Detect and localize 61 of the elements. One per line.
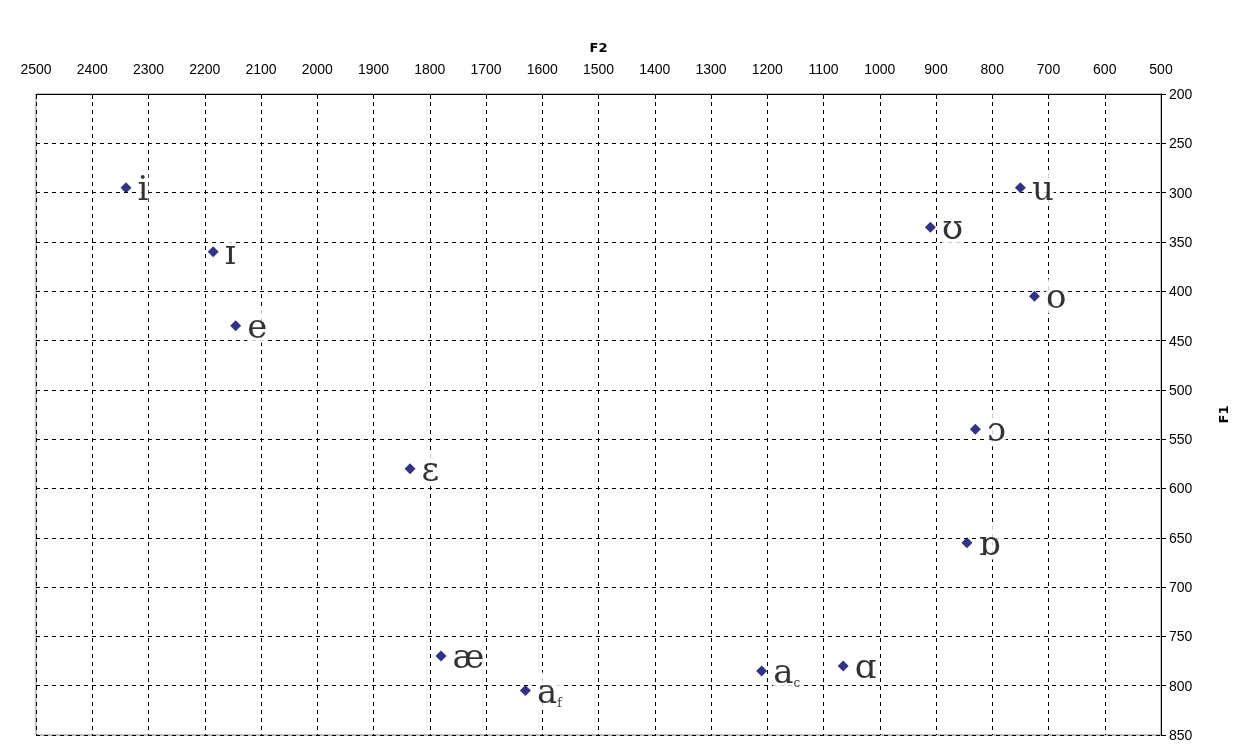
- point: [1014, 182, 1026, 194]
- x-tick-label: 2500: [20, 61, 52, 77]
- y-tick-label: 200: [1169, 86, 1193, 102]
- y-tick-label: 650: [1169, 529, 1193, 546]
- y-tick-label: 450: [1169, 332, 1193, 349]
- x-tick-label: 1700: [470, 61, 502, 77]
- point: [756, 665, 768, 677]
- x-tick-label: 600: [1093, 61, 1117, 77]
- x-tick-label: 1000: [864, 61, 896, 77]
- x-tick-label: 2000: [301, 61, 334, 77]
- x-tick-label: 1300: [695, 61, 727, 77]
- data-label: ɛ: [421, 448, 440, 489]
- y-tick-label: 600: [1169, 480, 1193, 497]
- x-tick-label: 900: [924, 61, 948, 77]
- y-tick-label: 750: [1169, 628, 1193, 645]
- point: [837, 660, 849, 672]
- y-tick-label: 350: [1169, 233, 1193, 250]
- x-tick-label: 500: [1149, 61, 1173, 77]
- data-label: ɑ: [854, 645, 877, 686]
- point: [969, 423, 981, 435]
- data-label: i: [137, 167, 149, 208]
- point: [1028, 290, 1040, 302]
- y-tick-label: 700: [1169, 579, 1193, 596]
- point: [435, 650, 447, 662]
- point: [207, 246, 219, 258]
- data-label: e: [247, 305, 268, 346]
- data-label: o: [1045, 276, 1067, 317]
- point: [230, 320, 242, 332]
- point: [404, 463, 416, 475]
- x-axis-title: F2: [589, 40, 608, 55]
- y-tick-label: 250: [1169, 135, 1193, 152]
- y-tick-label: 300: [1169, 184, 1193, 201]
- data-label: æ: [452, 636, 485, 677]
- y-tick-label: 400: [1169, 283, 1193, 300]
- x-tick-label: 2400: [76, 61, 109, 77]
- y-tick-label: 800: [1169, 677, 1193, 694]
- y-axis-title: F1: [1216, 405, 1231, 424]
- data-label: ɒ: [978, 522, 1001, 563]
- x-tick-label: 1900: [357, 61, 390, 77]
- data-label: ʊ: [941, 207, 963, 248]
- data-label: u: [1031, 167, 1054, 208]
- y-tick-label: 500: [1169, 381, 1193, 398]
- point: [519, 685, 531, 697]
- x-tick-label: 1800: [414, 61, 446, 77]
- x-tick-label: 1200: [751, 61, 784, 77]
- point: [924, 221, 936, 233]
- y-tick-label: 550: [1169, 431, 1193, 448]
- point: [120, 182, 132, 194]
- x-tick-label: 1100: [808, 61, 839, 77]
- x-tick-label: 800: [980, 61, 1005, 77]
- data-label: ɔ: [986, 409, 1006, 450]
- x-tick-label: 1600: [526, 61, 559, 77]
- x-tick-label: 1500: [582, 61, 615, 77]
- data-label: ɪ: [224, 231, 236, 272]
- x-tick-label: 2100: [245, 61, 277, 77]
- x-tick-label: 2200: [189, 61, 221, 77]
- y-tick-label: 850: [1169, 727, 1193, 743]
- x-tick-label: 700: [1036, 61, 1061, 77]
- x-tick-label: 2300: [132, 61, 165, 77]
- x-tick-label: 1400: [639, 61, 671, 77]
- point: [961, 537, 973, 549]
